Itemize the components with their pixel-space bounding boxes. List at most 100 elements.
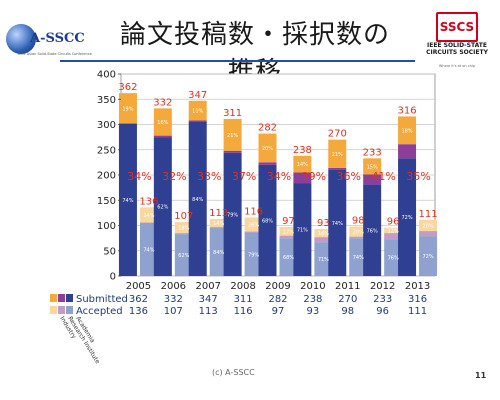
submitted-academia-pct: 76% <box>367 228 378 234</box>
accepted-segment <box>314 237 333 243</box>
sscs-seal: SSCS <box>436 12 478 42</box>
submitted-segment <box>328 167 347 170</box>
accepted-academia-pct: 79% <box>248 252 259 258</box>
submitted-segment <box>118 123 137 124</box>
submitted-segment <box>258 162 277 165</box>
accepted-industry-pct: 18% <box>178 226 189 232</box>
accepted-total-label: 113 <box>209 208 228 219</box>
accepted-segment <box>209 218 228 228</box>
accepted-industry-pct: 20% <box>422 224 433 230</box>
table-accepted-value: 107 <box>164 306 183 317</box>
accepted-segment <box>419 219 438 232</box>
submitted-segment <box>118 123 137 277</box>
submitted-segment <box>398 144 417 159</box>
accepted-segment <box>314 229 333 238</box>
submitted-industry-pct: 19% <box>122 106 133 112</box>
submitted-industry-pct: 14% <box>297 162 308 168</box>
accepted-segment <box>419 236 438 276</box>
submitted-industry-pct: 20% <box>262 146 273 152</box>
y-tick-label: 200 <box>97 171 116 182</box>
acceptance-rate-label: 37% <box>232 170 256 183</box>
accepted-academia-pct: 71% <box>318 257 329 263</box>
acceptance-rate-label: 39% <box>302 170 326 183</box>
accepted-academia-pct: 74% <box>143 247 154 253</box>
legend-swatch <box>66 306 73 314</box>
x-tick-label: 2011 <box>335 281 360 292</box>
y-tick-label: 400 <box>97 70 116 81</box>
submitted-academia-pct: 68% <box>262 218 273 224</box>
submitted-segment <box>328 169 347 276</box>
submitted-academia-pct: 74% <box>332 221 343 227</box>
table-accepted-value: 98 <box>341 306 354 317</box>
submitted-total-label: 311 <box>223 108 242 119</box>
submitted-academia-pct: 71% <box>297 228 308 234</box>
submitted-total-label: 270 <box>328 129 347 140</box>
submitted-segment <box>153 135 172 138</box>
sscs-motto: Where it's at on chip <box>438 64 476 68</box>
page-number: 11 <box>475 371 487 380</box>
accepted-total-label: 111 <box>419 209 438 220</box>
submitted-academia-pct: 84% <box>192 197 203 203</box>
legend-label: Accepted <box>76 306 123 317</box>
table-submitted-value: 282 <box>268 294 287 305</box>
submitted-segment <box>118 93 137 124</box>
submitted-segment <box>153 137 172 276</box>
table-accepted-value: 111 <box>408 306 427 317</box>
table-accepted-value: 97 <box>272 306 285 317</box>
submitted-segment <box>293 172 312 184</box>
legend-swatch <box>58 294 65 302</box>
submitted-total-label: 282 <box>258 123 277 134</box>
legend-swatch <box>50 294 57 302</box>
acceptance-rate-label: 34% <box>267 170 291 183</box>
submitted-academia-pct: 62% <box>157 205 168 211</box>
accepted-segment <box>384 233 403 240</box>
y-tick-label: 350 <box>97 95 116 106</box>
accepted-total-label: 96 <box>387 217 400 228</box>
accepted-total-label: 98 <box>352 216 365 227</box>
sscs-logo: SSCS IEEE SOLID-STATE CIRCUITS SOCIETY W… <box>418 12 496 74</box>
accepted-segment <box>349 236 368 239</box>
accepted-segment <box>174 234 193 276</box>
table-accepted-value: 93 <box>307 306 320 317</box>
submitted-segment <box>363 184 382 276</box>
submitted-segment <box>293 155 312 173</box>
table-submitted-value: 233 <box>373 294 392 305</box>
a-sscc-logo: A-SSCC IEEE Asian Solid-State Circuits C… <box>6 22 98 66</box>
submitted-segment <box>223 118 242 151</box>
accepted-industry-pct: 12% <box>388 228 399 234</box>
footer-copyright: (c) A-SSCC <box>212 368 255 377</box>
submitted-total-label: 233 <box>363 147 382 158</box>
submitted-segment <box>398 158 417 276</box>
accepted-industry-pct: 26% <box>248 222 259 228</box>
accepted-segment <box>244 217 263 232</box>
accepted-segment <box>279 235 298 239</box>
acceptance-rate-label: 41% <box>371 170 395 183</box>
accepted-industry-pct: 14% <box>213 221 224 227</box>
table-submitted-value: 238 <box>303 294 322 305</box>
x-tick-label: 2005 <box>126 281 151 292</box>
acceptance-rate-label: 35% <box>406 170 430 183</box>
x-tick-label: 2007 <box>195 281 220 292</box>
table-accepted-value: 113 <box>199 306 218 317</box>
accepted-segment <box>139 222 158 223</box>
accepted-segment <box>384 239 403 276</box>
submitted-industry-pct: 15% <box>367 164 378 170</box>
logo-left-name: A-SSCC <box>30 31 85 46</box>
submitted-segment <box>398 116 417 145</box>
y-tick-label: 50 <box>103 246 116 257</box>
accepted-academia-pct: 76% <box>388 256 399 262</box>
submitted-academia-pct: 79% <box>227 212 238 218</box>
table-submitted-value: 311 <box>234 294 253 305</box>
submitted-total-label: 238 <box>293 145 312 156</box>
submitted-segment <box>293 183 312 276</box>
table-submitted-value: 332 <box>164 294 183 305</box>
x-tick-label: 2012 <box>370 281 395 292</box>
submitted-industry-pct: 16% <box>157 120 168 126</box>
accepted-segment <box>174 221 193 234</box>
acceptance-rate-label: 34% <box>127 170 151 183</box>
submitted-segment <box>188 120 207 122</box>
legend-swatch <box>58 306 65 314</box>
accepted-segment <box>174 233 193 235</box>
accepted-segment <box>384 227 403 234</box>
